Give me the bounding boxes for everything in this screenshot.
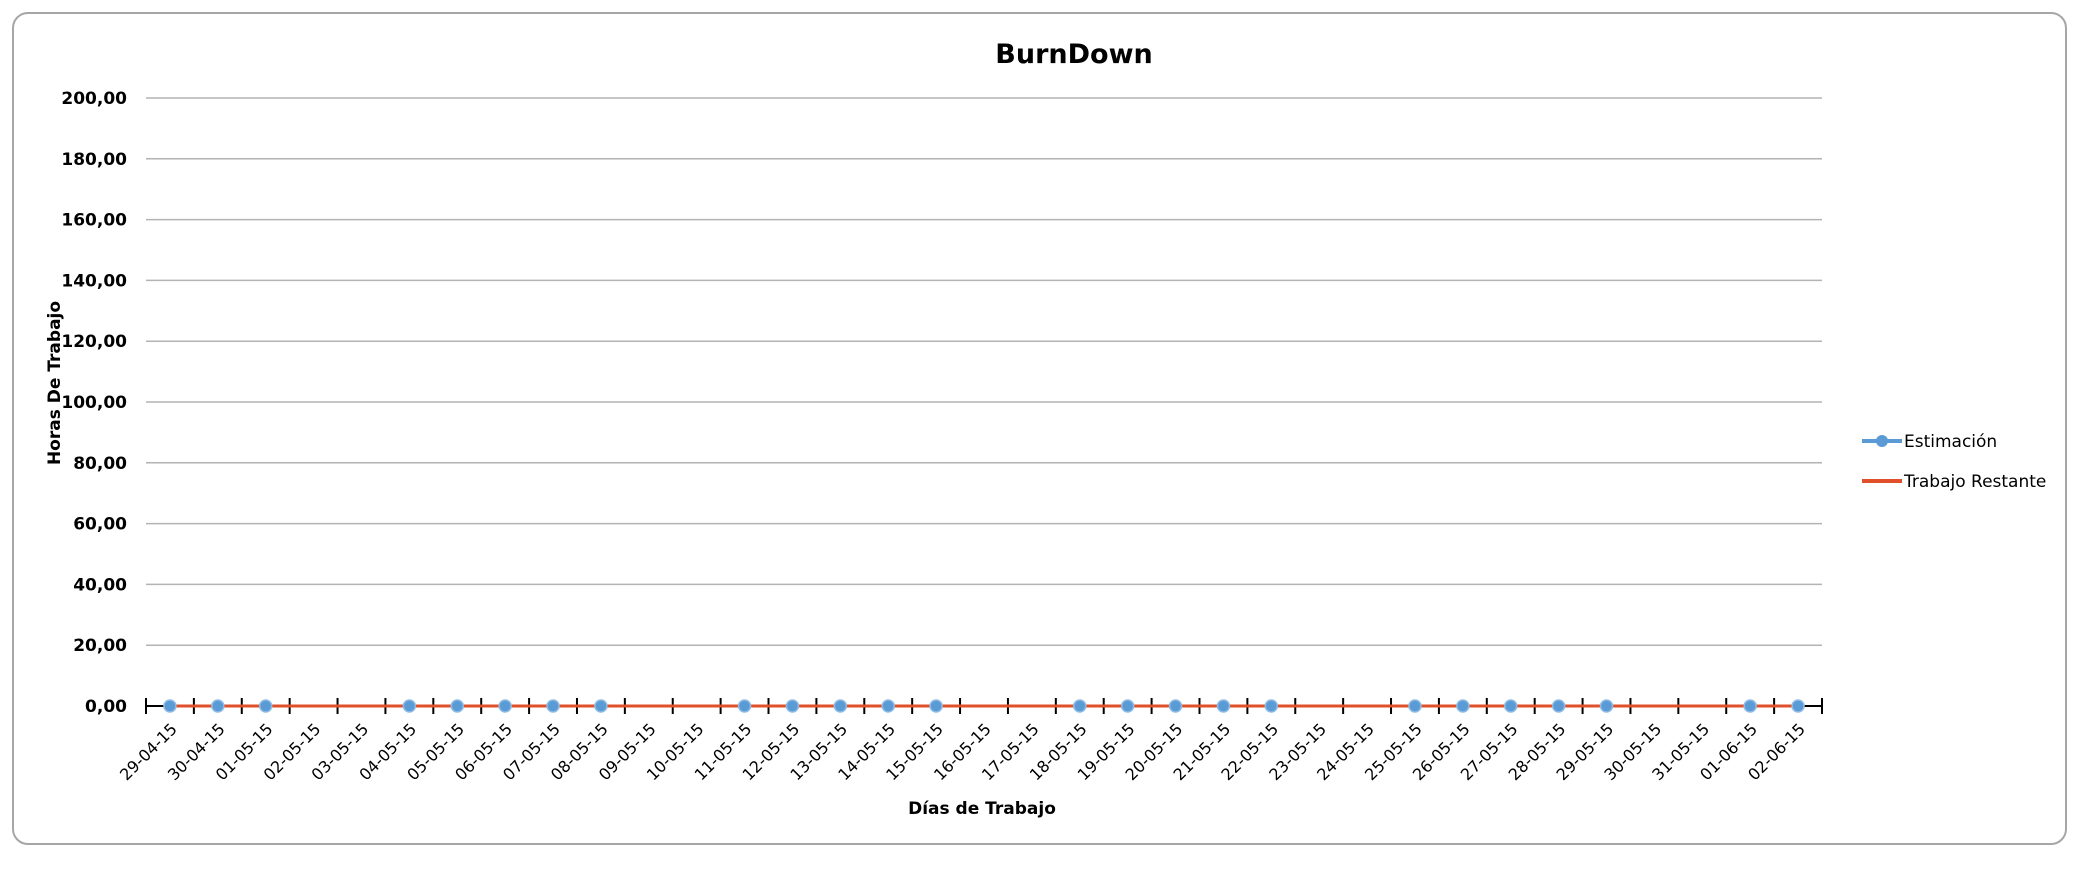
legend: Estimación Trabajo Restante xyxy=(1862,432,2046,492)
data-point-estimacion xyxy=(1503,699,1518,713)
y-axis-label: Horas De Trabajo xyxy=(45,301,65,465)
data-point-estimacion xyxy=(258,699,273,713)
data-point-estimacion xyxy=(1456,699,1470,713)
legend-marker xyxy=(1876,435,1888,447)
data-point-estimacion xyxy=(881,699,895,713)
data-point-estimacion xyxy=(1743,699,1757,713)
y-tick-label: 0,00 xyxy=(85,697,127,717)
series-points xyxy=(163,699,1805,713)
data-point-estimacion xyxy=(1216,699,1231,713)
y-tick-label: 120,00 xyxy=(61,332,127,352)
legend-label: Trabajo Restante xyxy=(1903,472,2046,492)
y-tick-label: 160,00 xyxy=(61,211,127,231)
y-tick-label: 180,00 xyxy=(61,150,127,170)
x-axis-label: Días de Trabajo xyxy=(908,799,1056,819)
data-point-estimacion xyxy=(1120,699,1135,713)
y-tick-label: 60,00 xyxy=(73,515,127,535)
data-point-estimacion xyxy=(211,699,225,713)
data-point-estimacion xyxy=(1408,699,1422,713)
data-point-estimacion xyxy=(498,699,512,713)
y-tick-label: 200,00 xyxy=(61,89,127,109)
gridlines xyxy=(146,97,1822,646)
data-point-estimacion xyxy=(737,699,752,713)
x-axis-ticks: 29-04-1530-04-1501-05-1502-05-1503-05-15… xyxy=(116,719,1809,784)
y-tick-label: 140,00 xyxy=(61,271,127,291)
data-point-estimacion xyxy=(450,699,465,713)
y-axis-ticks: 0,00 20,00 40,00 60,00 80,00 100,00 120,00 140,… xyxy=(61,89,127,717)
y-tick-label: 100,00 xyxy=(61,393,127,413)
y-tick-label: 40,00 xyxy=(73,575,127,595)
data-point-estimacion xyxy=(1264,699,1279,713)
data-point-estimacion xyxy=(1551,699,1566,713)
data-point-estimacion xyxy=(546,699,560,713)
data-point-estimacion xyxy=(1599,699,1614,713)
data-point-estimacion xyxy=(785,699,800,713)
data-point-estimacion xyxy=(402,699,417,713)
legend-label: Estimación xyxy=(1904,432,1997,452)
data-point-estimacion xyxy=(163,699,177,713)
data-point-estimacion xyxy=(833,699,848,713)
chart-title: BurnDown xyxy=(995,39,1152,70)
data-point-estimacion xyxy=(1791,699,1805,713)
data-point-estimacion xyxy=(929,699,943,713)
data-point-estimacion xyxy=(1168,699,1183,713)
data-point-estimacion xyxy=(594,699,608,713)
y-tick-label: 80,00 xyxy=(73,454,127,474)
y-tick-label: 20,00 xyxy=(73,636,127,656)
data-point-estimacion xyxy=(1073,699,1087,713)
